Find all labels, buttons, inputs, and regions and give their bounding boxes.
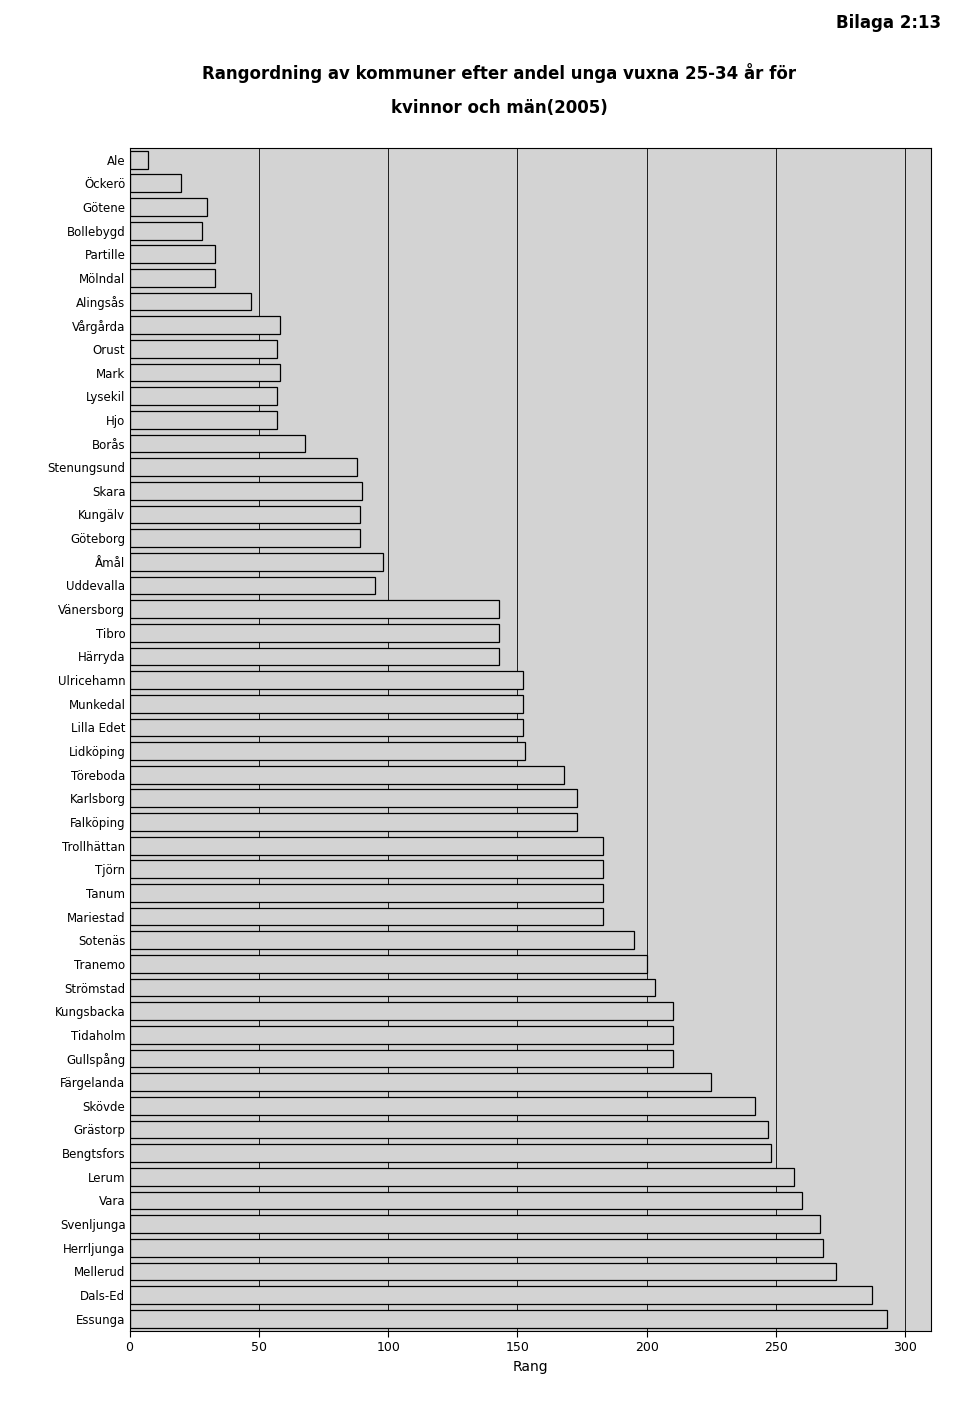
Bar bbox=[130, 718, 522, 736]
Bar bbox=[130, 766, 564, 783]
Bar bbox=[130, 553, 383, 570]
Bar bbox=[130, 199, 207, 215]
X-axis label: Rang: Rang bbox=[513, 1360, 548, 1374]
Bar bbox=[130, 458, 357, 476]
Bar bbox=[130, 1287, 872, 1304]
Text: Rangordning av kommuner efter andel unga vuxna 25-34 år för: Rangordning av kommuner efter andel unga… bbox=[203, 63, 796, 83]
Bar bbox=[130, 860, 603, 879]
Text: Bilaga 2:13: Bilaga 2:13 bbox=[835, 14, 941, 32]
Bar bbox=[130, 576, 375, 594]
Bar bbox=[130, 812, 577, 831]
Bar bbox=[130, 1002, 673, 1019]
Bar bbox=[130, 955, 647, 973]
Bar bbox=[130, 1309, 887, 1328]
Bar bbox=[130, 908, 603, 925]
Bar bbox=[130, 435, 305, 452]
Bar bbox=[130, 742, 525, 760]
Bar bbox=[130, 411, 277, 428]
Bar bbox=[130, 387, 277, 406]
Bar bbox=[130, 694, 522, 712]
Bar bbox=[130, 482, 362, 500]
Text: kvinnor och män(2005): kvinnor och män(2005) bbox=[391, 99, 608, 117]
Bar bbox=[130, 932, 634, 949]
Bar bbox=[130, 293, 252, 310]
Bar bbox=[130, 884, 603, 901]
Bar bbox=[130, 151, 148, 169]
Bar bbox=[130, 363, 279, 382]
Bar bbox=[130, 1145, 771, 1162]
Bar bbox=[130, 175, 181, 191]
Bar bbox=[130, 672, 522, 689]
Bar bbox=[130, 790, 577, 807]
Bar bbox=[130, 1097, 756, 1115]
Bar bbox=[130, 1191, 802, 1209]
Bar bbox=[130, 529, 360, 546]
Bar bbox=[130, 979, 655, 997]
Bar bbox=[130, 1050, 673, 1067]
Bar bbox=[130, 1073, 711, 1091]
Bar bbox=[130, 1167, 794, 1186]
Bar bbox=[130, 624, 499, 642]
Bar bbox=[130, 1026, 673, 1043]
Bar bbox=[130, 1121, 768, 1138]
Bar bbox=[130, 317, 279, 334]
Bar bbox=[130, 339, 277, 358]
Bar bbox=[130, 648, 499, 665]
Bar bbox=[130, 1239, 823, 1257]
Bar bbox=[130, 221, 202, 239]
Bar bbox=[130, 836, 603, 855]
Bar bbox=[130, 1215, 820, 1233]
Bar bbox=[130, 505, 360, 524]
Bar bbox=[130, 600, 499, 618]
Bar bbox=[130, 269, 215, 287]
Bar bbox=[130, 245, 215, 263]
Bar bbox=[130, 1263, 835, 1280]
